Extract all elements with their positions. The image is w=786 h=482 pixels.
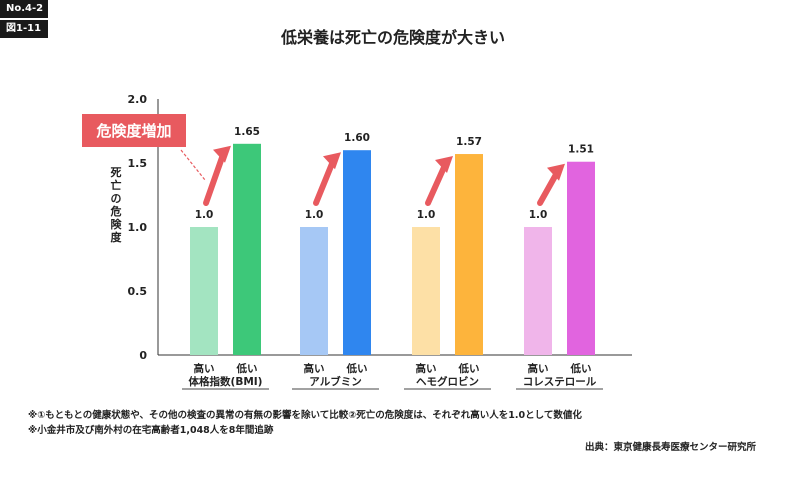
bar <box>343 150 371 355</box>
increase-arrow-head <box>435 156 453 174</box>
figure-number-badge: No.4-2 <box>0 0 48 18</box>
footnote-2: ※小金井市及び南外村の在宅高齢者1,048人を8年間追跡 <box>28 425 274 436</box>
callout-text: 危険度増加 <box>96 122 171 140</box>
figure-id-badge: 図1-11 <box>0 20 48 38</box>
increase-arrow <box>203 151 226 206</box>
increase-arrow-head <box>323 152 341 170</box>
increase-arrow <box>537 169 560 206</box>
group-label: 体格指数(BMI) <box>189 375 263 388</box>
chart-title: 低栄養は死亡の危険度が大きい <box>280 28 505 47</box>
y-tick-label: 1.5 <box>128 157 148 170</box>
bar <box>567 161 595 355</box>
y-tick-label: 0 <box>139 349 147 362</box>
bar <box>233 143 261 355</box>
bar <box>300 227 328 355</box>
callout-box <box>82 114 186 147</box>
group-label: コレステロール <box>523 376 597 388</box>
increase-arrow-head <box>213 145 231 163</box>
data-label: 1.57 <box>456 136 482 148</box>
group-label: ヘモグロビン <box>416 375 479 388</box>
bar-tick-label: 高い <box>304 362 325 375</box>
data-label: 1.51 <box>568 144 594 156</box>
increase-arrow <box>313 158 336 206</box>
data-label: 1.0 <box>417 209 436 221</box>
y-tick-label: 2.0 <box>128 93 148 106</box>
source-credit: 出典：東京健康長寿医療センター研究所 <box>584 442 756 453</box>
increase-arrow <box>425 162 448 206</box>
bar-tick-label: 高い <box>528 362 549 375</box>
y-tick-label: 1.0 <box>128 221 148 234</box>
data-label: 1.60 <box>344 132 370 144</box>
bar-tick-label: 低い <box>236 362 258 375</box>
bar-tick-label: 高い <box>194 362 215 375</box>
callout-leader-line <box>180 149 206 181</box>
y-axis-label: 死亡の危険度 <box>110 166 123 244</box>
data-label: 1.65 <box>234 126 260 138</box>
bar <box>455 154 483 355</box>
bar <box>190 227 218 355</box>
increase-arrow-head <box>547 163 565 181</box>
bar-tick-label: 高い <box>416 362 437 375</box>
data-label: 1.0 <box>305 209 324 221</box>
bar <box>412 227 440 355</box>
bar-tick-label: 低い <box>458 362 480 375</box>
bar-tick-label: 低い <box>346 362 368 375</box>
data-label: 1.0 <box>529 209 548 221</box>
y-tick-label: 0.5 <box>128 285 148 298</box>
group-label: アルブミン <box>309 375 361 388</box>
data-label: 1.0 <box>195 209 214 221</box>
bar-tick-label: 低い <box>570 362 592 375</box>
bar <box>524 227 552 355</box>
footnote-1: ※①もともとの健康状態や、その他の検査の異常の有無の影響を除いて比較②死亡の危険… <box>28 410 582 421</box>
